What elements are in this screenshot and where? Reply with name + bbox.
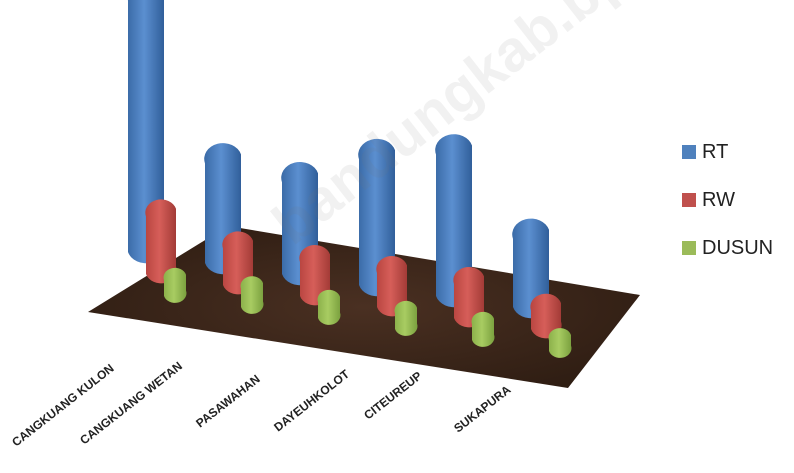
bar-rw-citeureup [453,267,485,328]
bar-rt-citeureup [435,134,473,308]
legend-swatch-dusun [682,241,696,255]
bar-dusun-dayeuhkolot [394,300,418,336]
bar-dusun-cangkuang-wetan [240,276,264,314]
bar-rw-dayeuhkolot [376,256,408,317]
x-label-pasawahan: PASAWAHAN [193,372,262,431]
legend-label-dusun: DUSUN [702,236,774,259]
bar-rt-cangkuang-kulon [127,0,165,264]
bar-rw-pasawahan [299,245,331,306]
legend-item-dusun: DUSUN [682,224,773,272]
legend-label-rw: RW [702,188,735,211]
bar-rt-sukapura [512,218,550,319]
legend: RT RW DUSUN [682,128,773,272]
legend-item-rw: RW [682,176,773,224]
legend-swatch-rt [682,145,696,159]
bar-dusun-sukapura [548,328,572,358]
bar-dusun-citeureup [471,311,495,347]
legend-label-rt: RT [702,140,729,163]
bar-dusun-cangkuang-kulon [163,267,187,303]
bar-dusun-pasawahan [317,289,341,325]
x-label-sukapura: SUKAPURA [451,382,513,435]
x-label-dayeuhkolot: DAYEUHKOLOT [271,367,352,435]
x-label-citeureup: CITEUREUP [361,369,424,423]
legend-swatch-rw [682,193,696,207]
bar-rw-cangkuang-kulon [145,199,177,284]
bar-rw-sukapura [530,293,562,339]
x-label-cangkuang-kulon: CANGKUANG KULON [9,361,116,449]
legend-item-rt: RT [682,128,773,176]
